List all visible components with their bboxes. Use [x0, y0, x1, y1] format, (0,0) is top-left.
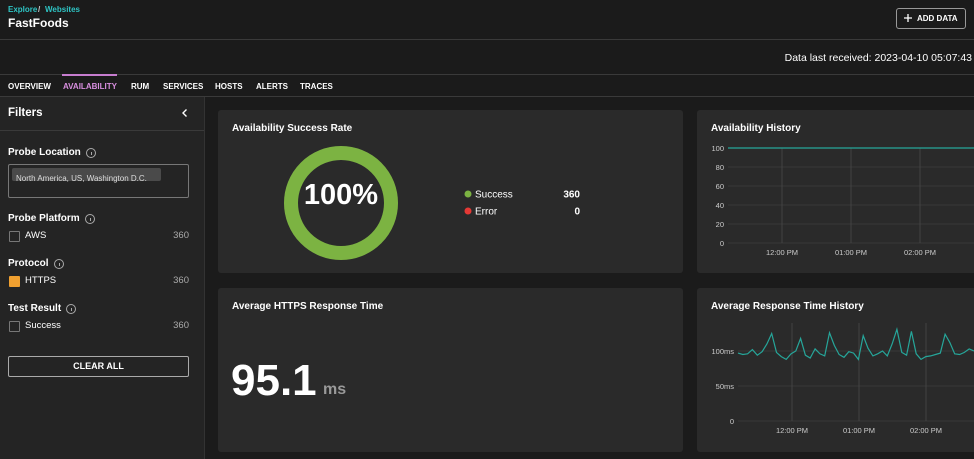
card-title: Average Response Time History — [711, 301, 864, 312]
y-tick-label: 100ms — [711, 347, 734, 356]
y-tick-label: 50ms — [716, 382, 735, 391]
divider — [0, 74, 974, 75]
checkbox[interactable] — [9, 231, 20, 242]
filter-label: Probe Platform — [8, 213, 80, 224]
x-tick-label: 01:00 PM — [843, 426, 875, 435]
info-icon — [86, 148, 96, 158]
divider — [0, 96, 974, 97]
card-title: Average HTTPS Response Time — [232, 301, 384, 312]
card-title: Availability Success Rate — [232, 123, 353, 134]
filters-title: Filters — [8, 107, 43, 119]
x-tick-label: 01:00 PM — [835, 248, 867, 257]
x-tick-label: 02:00 PM — [904, 248, 936, 257]
plus-icon — [904, 14, 912, 22]
page-title: FastFoods — [8, 16, 69, 30]
tab[interactable]: HOSTS — [215, 82, 243, 91]
y-tick-label: 20 — [716, 220, 724, 229]
legend-count: 0 — [574, 207, 580, 218]
filter-label: Probe Location — [8, 147, 81, 158]
y-tick-label: 100 — [711, 144, 724, 153]
success-rate-card: Availability Success Rate 100% Success 36… — [218, 110, 683, 273]
legend-count: 360 — [563, 190, 580, 201]
legend-dot — [464, 190, 472, 198]
checkbox[interactable] — [9, 321, 20, 332]
y-tick-label: 0 — [730, 417, 734, 426]
y-tick-label: 40 — [716, 201, 724, 210]
option-count: 360 — [173, 320, 189, 331]
availability-history-chart: 0 20 40 60 80 100 12:00 PM 01:00 PM 02:00 PM — [711, 144, 974, 257]
filter-label: Protocol — [8, 258, 49, 269]
filter-label: Test Result — [8, 303, 62, 314]
response-time-unit: ms — [323, 381, 347, 398]
checkbox[interactable] — [9, 276, 20, 287]
legend-label: Error — [475, 207, 498, 218]
tab[interactable]: TRACES — [300, 82, 333, 91]
donut-chart: 100% Success 360 Error 0 — [284, 146, 580, 260]
collapse-icon[interactable] — [180, 108, 190, 118]
tab[interactable]: AVAILABILITY — [63, 82, 117, 91]
clear-all-button[interactable]: CLEAR ALL — [8, 356, 189, 377]
y-tick-label: 0 — [720, 239, 724, 248]
tag-label: North America, US, Washington D.C. — [16, 174, 147, 183]
option-count: 360 — [173, 230, 189, 241]
y-tick-label: 80 — [716, 163, 724, 172]
availability-history-card: Availability History 0 20 40 60 80 100 12:00 P… — [697, 110, 974, 273]
button-label: ADD DATA — [917, 14, 958, 23]
legend-label: Success — [475, 190, 513, 201]
filters-sidebar: Filters CLEAR ALL Probe Location North Am… — [0, 97, 205, 459]
tab[interactable]: OVERVIEW — [8, 82, 51, 91]
option-label: AWS — [25, 230, 47, 241]
tab[interactable]: RUM — [131, 82, 150, 91]
breadcrumb-link[interactable]: Websites — [45, 5, 80, 14]
tab[interactable]: ALERTS — [256, 82, 288, 91]
breadcrumb-separator: / — [38, 5, 41, 14]
x-tick-label: 12:00 PM — [766, 248, 798, 257]
last-received: Data last received: 2023-04-10 05:07:43 — [784, 52, 972, 64]
option-count: 360 — [173, 275, 189, 286]
active-tab-indicator — [62, 74, 117, 76]
location-tag: North America, US, Washington D.C. — [12, 168, 161, 183]
donut-segment — [284, 146, 398, 260]
option-label: HTTPS — [25, 275, 57, 286]
response-time-value: 95.1 — [231, 356, 317, 405]
divider — [0, 130, 204, 131]
y-tick-label: 60 — [716, 182, 724, 191]
legend-dot — [464, 207, 472, 215]
tab[interactable]: SERVICES — [163, 82, 204, 91]
data-line — [737, 326, 974, 361]
option-label: Success — [25, 320, 61, 331]
info-icon — [85, 214, 95, 224]
info-icon — [54, 259, 64, 269]
add-data-button[interactable]: ADD DATA — [896, 8, 966, 29]
response-history-card: Average Response Time History 0 50ms 100ms… — [697, 288, 974, 452]
location-select[interactable]: North America, US, Washington D.C. — [8, 164, 189, 198]
success-rate-value: 100% — [304, 179, 378, 211]
response-history-chart: 0 50ms 100ms 12:00 PM 01:00 PM 02:00 PM — [711, 323, 974, 435]
x-tick-label: 02:00 PM — [910, 426, 942, 435]
divider — [0, 39, 974, 40]
response-time-card: Average HTTPS Response Time 95.1 ms — [218, 288, 683, 452]
breadcrumb-link[interactable]: Explore — [8, 5, 38, 14]
card-title: Availability History — [711, 123, 801, 134]
info-icon — [66, 304, 76, 314]
x-tick-label: 12:00 PM — [776, 426, 808, 435]
